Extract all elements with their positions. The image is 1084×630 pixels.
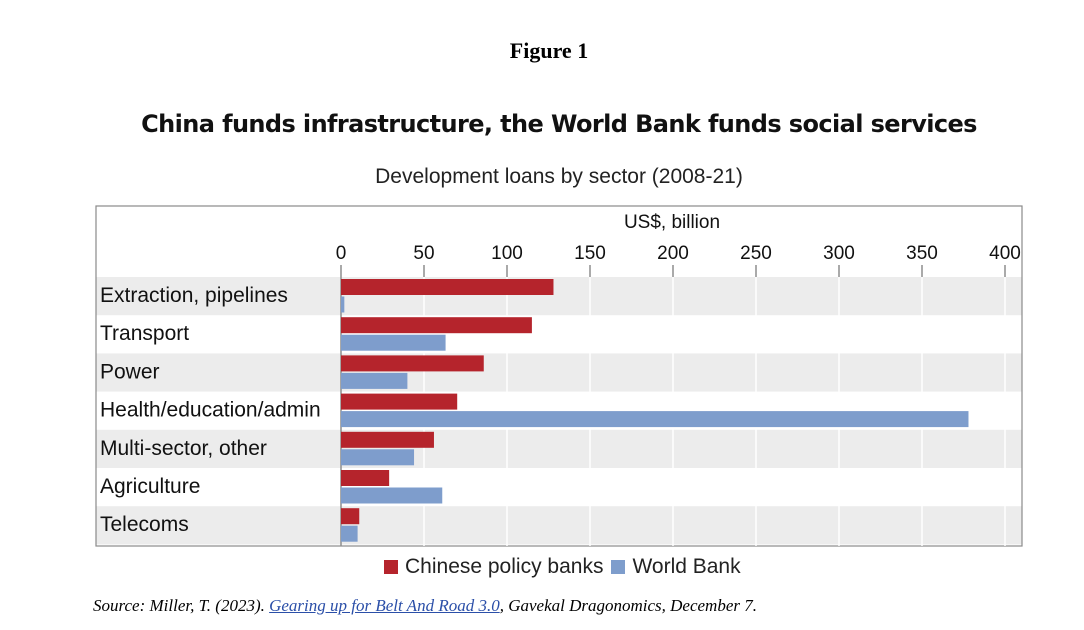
bar-chinese-policy-banks bbox=[341, 470, 390, 486]
legend-item-world-bank: World Bank bbox=[611, 555, 741, 579]
bar-chinese-policy-banks bbox=[341, 431, 434, 448]
legend-label-world-bank: World Bank bbox=[632, 555, 741, 578]
row-stripe bbox=[96, 506, 1022, 545]
bar-chinese-policy-banks bbox=[341, 508, 360, 525]
bar-world-bank bbox=[341, 525, 358, 542]
category-label: Transport bbox=[100, 322, 189, 345]
legend-item-chinese-policy-banks: Chinese policy banks bbox=[384, 555, 603, 579]
x-tick-label: 100 bbox=[491, 243, 523, 264]
row-stripe bbox=[96, 277, 1022, 316]
legend-swatch-chinese bbox=[384, 560, 398, 574]
row-stripe bbox=[96, 429, 1022, 468]
bar-world-bank bbox=[341, 487, 443, 504]
source-suffix: , Gavekal Dragonomics, December 7. bbox=[499, 596, 757, 615]
category-label: Power bbox=[100, 360, 160, 383]
bar-world-bank bbox=[341, 449, 415, 466]
legend-label-chinese: Chinese policy banks bbox=[405, 555, 604, 578]
bar-world-bank bbox=[341, 296, 345, 313]
chart-title: China funds infrastructure, the World Ba… bbox=[141, 110, 977, 138]
category-label: Health/education/admin bbox=[100, 399, 321, 422]
category-label: Agriculture bbox=[100, 475, 200, 498]
x-tick-label: 400 bbox=[989, 243, 1021, 264]
legend-swatch-world-bank bbox=[611, 560, 626, 574]
chart-legend: Chinese policy banks World Bank bbox=[384, 555, 749, 579]
category-label: Extraction, pipelines bbox=[100, 284, 288, 307]
bar-world-bank bbox=[341, 372, 408, 389]
source-prefix: Source: Miller, T. (2023). bbox=[93, 596, 270, 615]
x-tick-label: 0 bbox=[336, 243, 347, 264]
bar-chinese-policy-banks bbox=[341, 317, 532, 334]
chart-frame bbox=[95, 205, 1023, 547]
bar-chinese-policy-banks bbox=[341, 393, 458, 410]
x-axis-title: US$, billion bbox=[624, 212, 720, 233]
figure-label: Figure 1 bbox=[509, 38, 589, 63]
source-citation: Source: Miller, T. (2023). Gearing up fo… bbox=[93, 596, 757, 616]
bar-chart: 0 50 100 150 200 250 300 350 400 US$, billion Extr… bbox=[95, 205, 1023, 547]
source-link[interactable]: Gearing up for Belt And Road 3.0 bbox=[269, 596, 500, 615]
x-tick-label: 300 bbox=[823, 243, 855, 264]
row-stripe bbox=[96, 353, 1022, 392]
category-label: Multi-sector, other bbox=[100, 437, 267, 460]
x-tick-label: 50 bbox=[413, 243, 434, 264]
x-tick-label: 250 bbox=[740, 243, 772, 264]
chart-subtitle: Development loans by sector (2008-21) bbox=[375, 165, 743, 188]
x-tick-label: 350 bbox=[906, 243, 938, 264]
bar-chinese-policy-banks bbox=[341, 279, 554, 295]
bar-world-bank bbox=[341, 411, 969, 428]
bar-chinese-policy-banks bbox=[341, 355, 484, 372]
bar-world-bank bbox=[341, 334, 446, 351]
x-tick-label: 150 bbox=[574, 243, 606, 264]
category-label: Telecoms bbox=[100, 513, 189, 536]
x-tick-label: 200 bbox=[657, 243, 689, 264]
